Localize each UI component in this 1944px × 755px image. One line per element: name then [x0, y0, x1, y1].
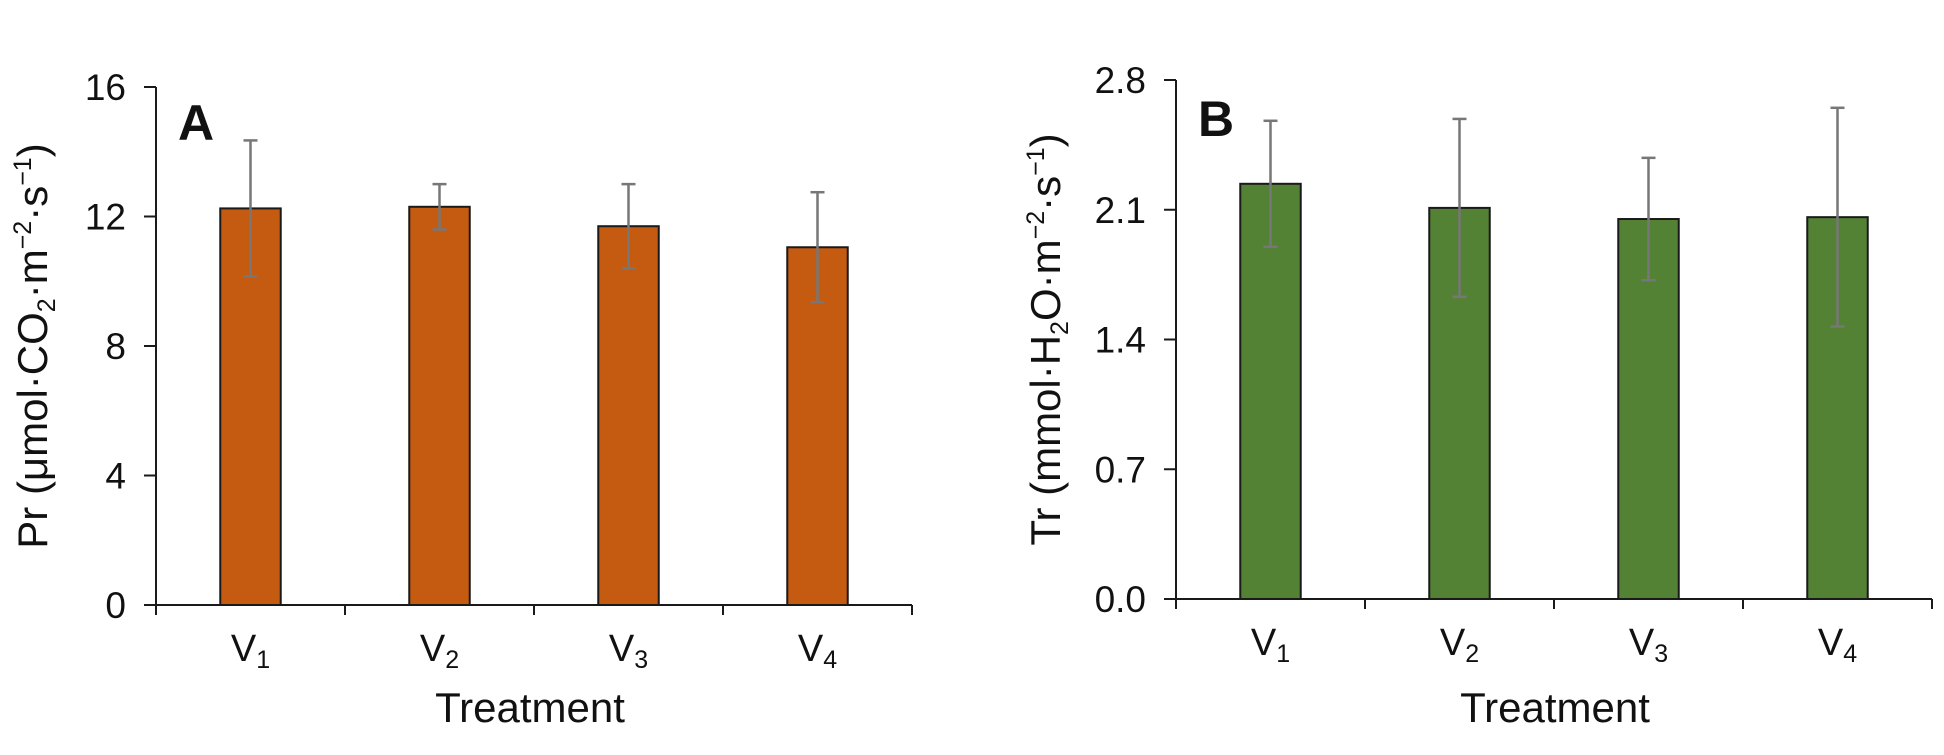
y-axis-title: Pr (μmol·CO2·m−2·s−1): [9, 143, 61, 548]
bar-2: [408, 205, 471, 606]
x-tick-label-subscript: 2: [1465, 640, 1479, 668]
error-bar-2: [1452, 117, 1467, 299]
panel-label: A: [178, 95, 214, 151]
y-axis-title-part: ): [1022, 133, 1069, 147]
y-tick-label: 2.1: [1095, 190, 1146, 231]
x-tick-label-subscript: 1: [1276, 640, 1290, 668]
x-axis-title: Treatment: [1460, 684, 1650, 731]
y-tick-label: 4: [105, 456, 126, 497]
error-bar-1: [243, 139, 258, 278]
error-bar-3: [1641, 156, 1656, 282]
y-axis-title-superscript: −1: [9, 157, 37, 186]
x-tick-label: V4: [798, 628, 837, 674]
x-tick-label: V1: [1251, 622, 1290, 668]
x-tick-label: V3: [1629, 622, 1668, 668]
y-axis-title-part: O·m: [1022, 239, 1069, 321]
y-axis-title-superscript: −2: [9, 221, 37, 250]
x-axis-title: Treatment: [435, 684, 625, 731]
y-tick-label: 16: [85, 67, 126, 108]
y-tick-label: 0: [105, 585, 126, 626]
y-axis-title-subscript: 2: [33, 298, 61, 312]
x-tick-label-main: V: [231, 628, 257, 670]
y-axis-title: Tr (mmol·H2O·m−2·s−1): [1022, 133, 1074, 545]
x-tick-label-subscript: 3: [634, 646, 648, 674]
y-axis-title-part: Tr (mmol·H: [1022, 335, 1069, 546]
x-tick-label-main: V: [1251, 622, 1277, 664]
x-tick-label-subscript: 4: [823, 646, 837, 674]
error-bar-1: [1263, 119, 1278, 249]
x-tick-label: V3: [609, 628, 648, 674]
bar-3: [597, 225, 660, 606]
y-axis-title-subscript: 2: [1046, 321, 1074, 335]
x-tick-label-main: V: [609, 628, 635, 670]
x-tick-label-main: V: [1629, 622, 1655, 664]
y-axis-title-superscript: −2: [1022, 211, 1050, 240]
y-tick-label: 0.0: [1095, 579, 1146, 620]
x-tick-label-subscript: 1: [256, 646, 270, 674]
x-tick-label: V2: [1440, 622, 1479, 668]
x-tick-label: V4: [1818, 622, 1857, 668]
x-tick-label: V1: [231, 628, 270, 674]
x-tick-label-main: V: [1818, 622, 1844, 664]
y-tick-label: 0.7: [1095, 449, 1146, 490]
x-tick-label-main: V: [798, 628, 824, 670]
y-tick-label: 1.4: [1095, 320, 1146, 361]
error-bar-4: [1830, 106, 1845, 328]
panel-label: B: [1198, 91, 1234, 147]
y-axis-title-part: ·s: [9, 186, 56, 221]
x-tick-label-subscript: 4: [1843, 640, 1857, 668]
y-tick-label: 2.8: [1095, 60, 1146, 101]
bar-3: [1617, 218, 1680, 600]
y-tick-label: 12: [85, 197, 126, 238]
x-tick-label-subscript: 2: [445, 646, 459, 674]
y-axis-title-superscript: −1: [1022, 147, 1050, 176]
y-axis-title-part: ): [9, 143, 56, 157]
x-tick-label-main: V: [1440, 622, 1466, 664]
y-axis-title-part: ·s: [1022, 176, 1069, 211]
y-axis-title-part: ·m: [9, 249, 56, 298]
x-tick-label: V2: [420, 628, 459, 674]
error-bar-4: [810, 190, 825, 304]
x-tick-label-subscript: 3: [1654, 640, 1668, 668]
y-tick-label: 8: [105, 326, 126, 367]
error-bar-3: [621, 182, 636, 270]
error-bar-2: [432, 182, 447, 231]
y-axis-title-part: Pr (μmol·CO: [9, 312, 56, 549]
x-tick-label-main: V: [420, 628, 446, 670]
